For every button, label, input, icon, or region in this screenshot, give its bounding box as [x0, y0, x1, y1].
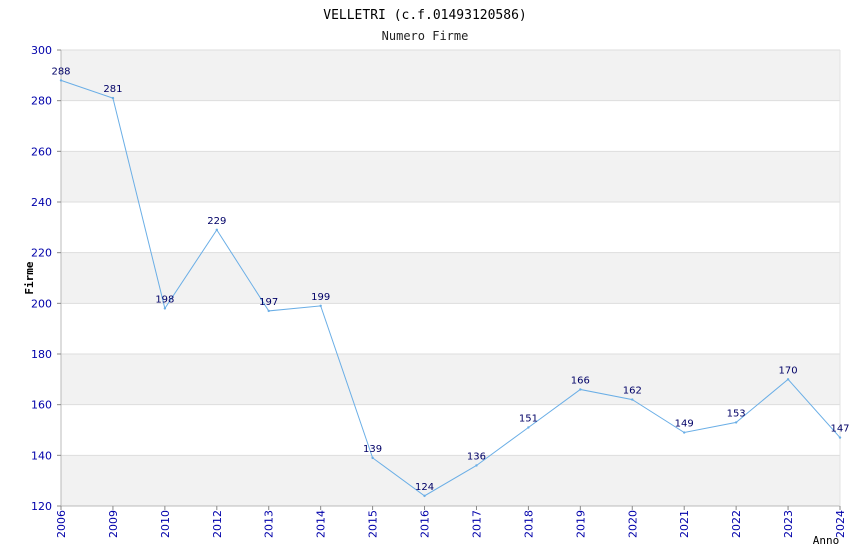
data-label: 281: [103, 84, 122, 95]
x-tick-label: 2009: [107, 510, 120, 538]
data-label: 288: [51, 66, 70, 77]
data-label: 162: [623, 386, 642, 397]
y-tick-label: 200: [31, 297, 52, 310]
x-tick-label: 2012: [211, 510, 224, 538]
x-tick-label: 2015: [367, 510, 380, 538]
data-label: 197: [259, 297, 278, 308]
chart-subtitle: Numero Firme: [382, 29, 469, 43]
data-point: [163, 307, 167, 310]
data-point: [371, 456, 374, 460]
data-point: [786, 378, 790, 381]
data-point: [631, 398, 634, 401]
x-tick-label: 2016: [419, 510, 432, 538]
x-tick-label: 2013: [263, 510, 276, 538]
x-tick-label: 2020: [626, 510, 639, 538]
band: [61, 151, 840, 202]
y-tick-label: 240: [31, 196, 52, 209]
data-label: 166: [571, 375, 590, 386]
data-label: 198: [155, 294, 174, 305]
x-tick-label: 2019: [574, 510, 587, 538]
x-axis-label: Anno: [813, 534, 840, 547]
y-tick-label: 260: [31, 145, 52, 158]
x-tick-label: 2006: [55, 510, 68, 538]
data-label: 199: [311, 292, 330, 303]
data-point: [838, 436, 842, 439]
x-tick-label: 2021: [678, 510, 691, 538]
data-point: [319, 304, 322, 308]
series-polyline: [60, 79, 841, 497]
data-label: 153: [727, 408, 746, 419]
data-label: 124: [415, 482, 434, 493]
y-tick-label: 220: [31, 247, 52, 260]
x-tick-label: 2017: [470, 510, 483, 538]
y-tick-label: 140: [31, 449, 52, 462]
x-tick-label: 2022: [730, 510, 743, 538]
data-point: [734, 421, 738, 424]
data-point: [683, 431, 686, 434]
data-point: [527, 426, 530, 429]
x-tick-label: 2010: [159, 510, 172, 538]
axes: [60, 50, 841, 507]
y-tick-label: 180: [31, 348, 52, 361]
data-point: [267, 309, 270, 313]
data-label: 139: [363, 444, 382, 455]
y-tick-label: 300: [31, 44, 52, 57]
data-label: 170: [779, 365, 798, 376]
y-tick-label: 280: [31, 95, 52, 108]
data-label: 136: [467, 451, 486, 462]
data-label: 151: [519, 413, 538, 424]
data-label: 149: [675, 419, 694, 430]
y-axis-label: Firme: [23, 261, 36, 294]
band: [61, 50, 840, 101]
gridlines: [61, 49, 840, 507]
band: [61, 354, 840, 405]
x-axis-ticks: 2006 2009 2010 2012 2013 2014 2015 2016 2017 2018…: [55, 506, 847, 538]
data-point: [475, 464, 478, 467]
x-tick-label: 2018: [522, 510, 535, 538]
data-point: [215, 228, 218, 232]
data-label: 147: [830, 424, 849, 435]
y-tick-label: 120: [31, 500, 52, 513]
data-point: [579, 388, 582, 391]
data-point: [423, 494, 426, 498]
x-tick-label: 2024: [834, 510, 847, 538]
y-axis-ticks: 120 140 160 180 200 220 240 260 280 300: [31, 44, 61, 513]
data-label: 229: [207, 216, 226, 227]
x-tick-label: 2023: [782, 510, 795, 538]
band: [61, 252, 840, 304]
background-bands: [61, 50, 840, 506]
y-tick-label: 160: [31, 399, 52, 412]
data-labels: 288 281 198 229 197 199 139 124 136 151 166 162 149 1…: [51, 66, 849, 492]
data-point: [111, 96, 115, 100]
data-point: [59, 79, 63, 82]
chart-title: VELLETRI (c.f.01493120586): [323, 8, 527, 23]
x-tick-label: 2014: [315, 510, 328, 538]
series-line: [59, 79, 842, 498]
